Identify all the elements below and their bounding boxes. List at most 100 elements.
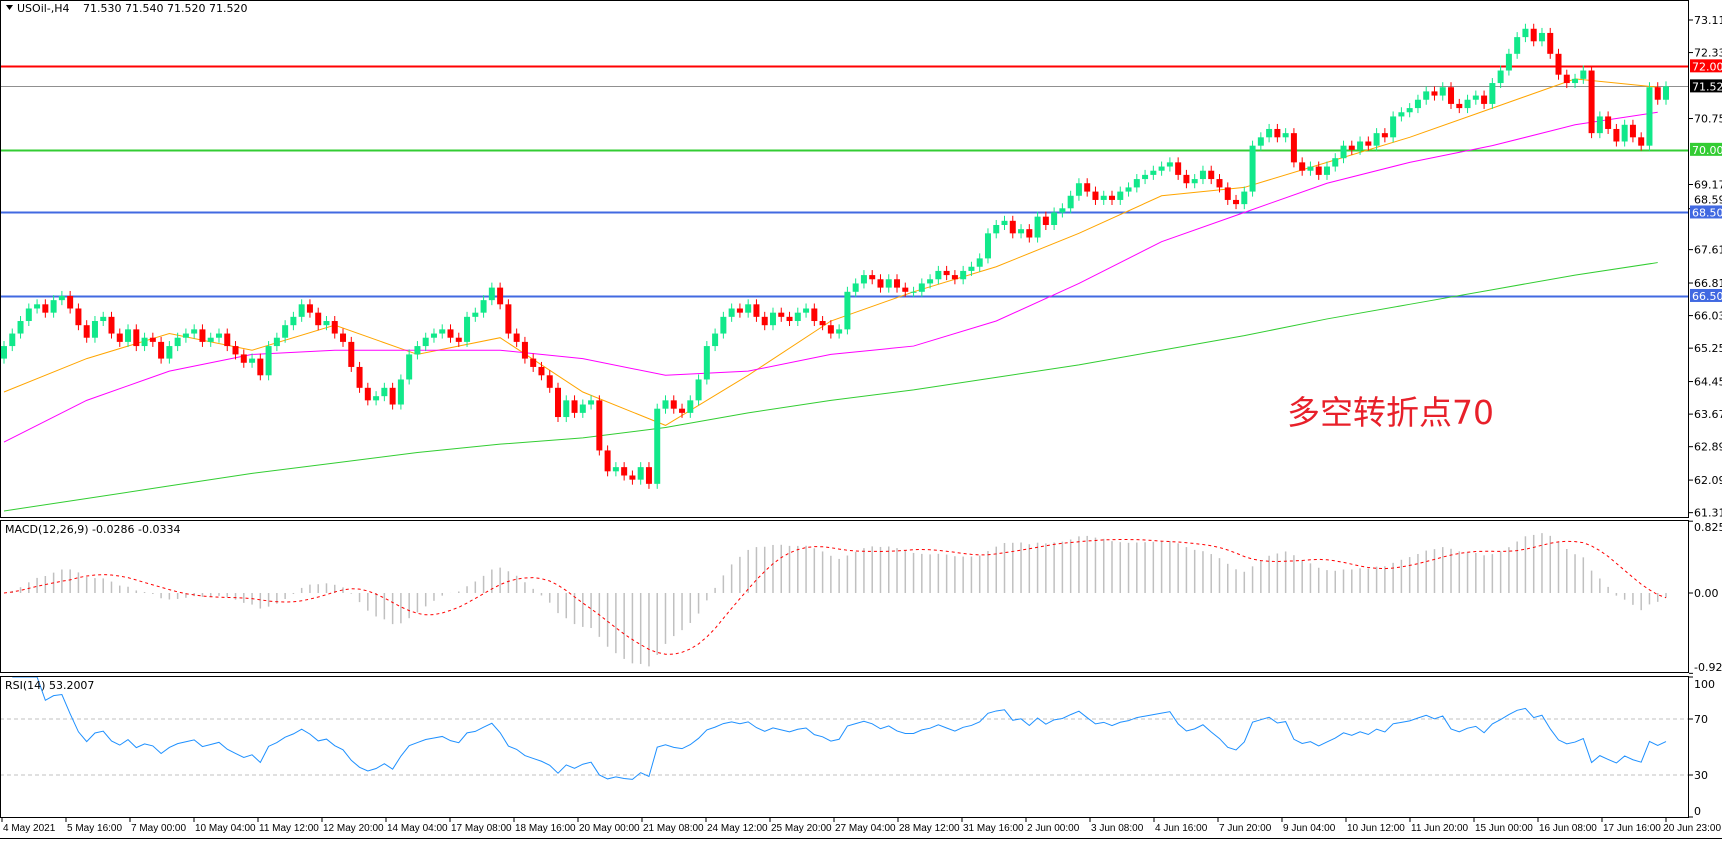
candle[interactable]	[538, 361, 545, 381]
candle[interactable]	[108, 311, 115, 339]
candle[interactable]	[976, 253, 983, 272]
candle[interactable]	[199, 324, 206, 347]
candle[interactable]	[1199, 165, 1206, 185]
candle[interactable]	[1100, 190, 1107, 205]
candle[interactable]	[1109, 190, 1115, 205]
candle[interactable]	[720, 311, 727, 339]
candle[interactable]	[1158, 161, 1165, 176]
candle[interactable]	[654, 403, 661, 489]
candle[interactable]	[34, 299, 41, 314]
candle[interactable]	[894, 274, 901, 293]
candle[interactable]	[712, 328, 719, 352]
candle[interactable]	[315, 307, 322, 331]
candle[interactable]	[951, 270, 958, 285]
candle[interactable]	[1332, 153, 1339, 172]
candle[interactable]	[290, 311, 297, 331]
candle[interactable]	[1257, 132, 1264, 151]
candle[interactable]	[306, 299, 313, 318]
candle[interactable]	[811, 303, 818, 327]
rsi-pane[interactable]	[0, 676, 1689, 780]
candle[interactable]	[455, 332, 462, 347]
candle[interactable]	[331, 316, 338, 339]
candle[interactable]	[794, 307, 801, 327]
candle[interactable]	[298, 299, 305, 322]
candle[interactable]	[1505, 48, 1512, 76]
candle[interactable]	[1150, 165, 1157, 180]
candle[interactable]	[769, 307, 776, 331]
candle[interactable]	[1216, 174, 1223, 193]
macd-pane[interactable]	[3, 533, 1667, 667]
candle[interactable]	[927, 274, 934, 289]
candle[interactable]	[596, 395, 603, 456]
candle[interactable]	[819, 316, 826, 331]
candle[interactable]	[530, 353, 537, 372]
candle[interactable]	[679, 403, 686, 418]
candle[interactable]	[141, 332, 148, 352]
candle[interactable]	[1663, 81, 1669, 105]
candle[interactable]	[563, 395, 570, 423]
candle[interactable]	[860, 270, 867, 289]
candle[interactable]	[282, 320, 289, 343]
candle[interactable]	[637, 462, 644, 485]
candle[interactable]	[1538, 27, 1545, 47]
candle[interactable]	[447, 324, 454, 343]
candle[interactable]	[364, 382, 371, 406]
candle[interactable]	[555, 382, 561, 423]
candle[interactable]	[728, 303, 735, 322]
candle[interactable]	[1547, 27, 1554, 59]
candle[interactable]	[1290, 128, 1297, 168]
candle[interactable]	[943, 265, 950, 281]
candle[interactable]	[612, 462, 619, 477]
candle[interactable]	[670, 395, 677, 414]
candle[interactable]	[1208, 165, 1215, 185]
candle[interactable]	[9, 328, 16, 352]
candle[interactable]	[464, 311, 471, 347]
candle[interactable]	[1423, 86, 1430, 105]
candle[interactable]	[621, 462, 628, 481]
candle[interactable]	[1026, 224, 1033, 243]
candle[interactable]	[1481, 90, 1488, 109]
candle[interactable]	[1117, 186, 1124, 205]
candle[interactable]	[1241, 186, 1248, 210]
candle[interactable]	[1448, 82, 1455, 109]
candle[interactable]	[1530, 23, 1537, 47]
candle[interactable]	[1381, 128, 1388, 143]
candle[interactable]	[1183, 169, 1190, 189]
candle[interactable]	[1472, 90, 1479, 105]
candle[interactable]	[1125, 182, 1132, 197]
candle[interactable]	[1497, 65, 1504, 89]
candle[interactable]	[422, 332, 429, 352]
candle[interactable]	[1605, 111, 1612, 134]
candle[interactable]	[1431, 86, 1438, 101]
candle[interactable]	[1233, 194, 1240, 210]
candle[interactable]	[935, 265, 942, 285]
candle[interactable]	[340, 328, 347, 347]
candle[interactable]	[1009, 215, 1016, 239]
candle[interactable]	[910, 286, 917, 297]
candle[interactable]	[174, 332, 181, 352]
candle[interactable]	[1075, 178, 1082, 201]
candle[interactable]	[1514, 32, 1521, 59]
candle[interactable]	[1555, 48, 1562, 80]
candle[interactable]	[1646, 82, 1653, 151]
candle[interactable]	[125, 324, 132, 347]
candle[interactable]	[1621, 119, 1628, 147]
price-pane[interactable]	[0, 23, 1689, 512]
candle[interactable]	[869, 270, 876, 285]
candle[interactable]	[1166, 157, 1173, 172]
candle[interactable]	[257, 353, 264, 381]
candle[interactable]	[265, 341, 272, 381]
dropdown-triangle-icon[interactable]	[6, 5, 13, 10]
candle[interactable]	[348, 336, 355, 372]
candle[interactable]	[1414, 94, 1421, 114]
candle[interactable]	[1456, 98, 1463, 114]
candle[interactable]	[571, 395, 578, 418]
candle[interactable]	[852, 278, 859, 297]
candle[interactable]	[1067, 190, 1074, 214]
candle[interactable]	[902, 282, 909, 297]
candle[interactable]	[513, 328, 520, 347]
candle[interactable]	[480, 295, 487, 318]
candle[interactable]	[885, 274, 892, 293]
candle[interactable]	[224, 328, 231, 352]
